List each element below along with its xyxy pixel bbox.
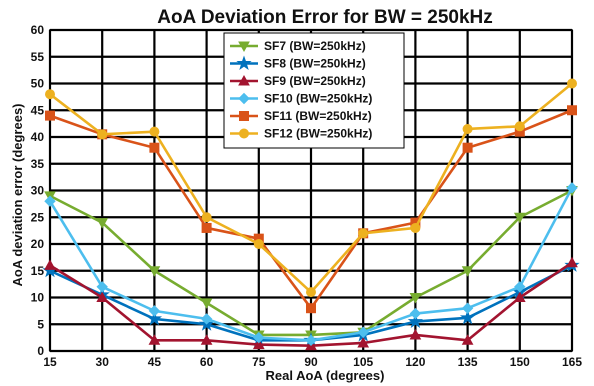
x-tick-label: 15: [43, 355, 57, 369]
data-point: [96, 218, 109, 229]
data-point: [148, 266, 161, 277]
legend-marker: [238, 41, 250, 53]
x-tick-label: 90: [304, 355, 318, 369]
legend-marker: [238, 92, 250, 105]
data-point: [201, 212, 212, 223]
legend-label: SF8 (BW=250kHz): [264, 57, 366, 71]
data-point: [96, 291, 109, 302]
x-tick-label: 165: [562, 355, 582, 369]
data-point: [357, 336, 370, 348]
data-point: [253, 239, 264, 249]
data-point: [566, 256, 578, 268]
data-point: [146, 310, 163, 326]
data-point: [45, 89, 55, 100]
data-point: [410, 222, 421, 233]
data-point: [409, 328, 422, 340]
x-tick-label: 150: [510, 355, 530, 369]
y-tick-label: 5: [37, 317, 44, 331]
x-tick-label: 30: [96, 355, 110, 369]
y-tick-label: 0: [37, 344, 44, 358]
data-point: [306, 287, 316, 298]
legend-marker: [236, 55, 252, 70]
data-point: [567, 78, 577, 89]
legend: SF7 (BW=250kHz) SF8 (BW=250kHz) SF9 (BW=25…: [223, 32, 405, 149]
y-tick-label: 40: [31, 130, 45, 144]
y-tick-label: 55: [31, 50, 45, 64]
x-tick-label: 120: [405, 355, 425, 369]
legend-label: SF12 (BW=250kHz): [264, 127, 372, 141]
data-point: [462, 123, 473, 134]
data-point: [97, 129, 108, 140]
x-tick-label: 75: [252, 355, 266, 369]
data-point: [567, 105, 577, 116]
legend-marker: [238, 74, 250, 86]
data-point: [462, 142, 473, 153]
y-tick-label: 10: [31, 291, 45, 305]
x-tick-label: 105: [353, 355, 373, 369]
legend-label: SF9 (BW=250kHz): [264, 74, 366, 88]
data-point: [358, 228, 369, 239]
y-tick-label: 25: [31, 210, 45, 224]
data-point: [252, 338, 265, 350]
data-point: [149, 142, 160, 153]
y-axis-label: AoA deviation error (degrees): [10, 103, 25, 286]
legend-label: SF10 (BW=250kHz): [264, 92, 372, 106]
data-point: [44, 195, 56, 207]
tick-labels: 15 30 45 60 75 90 105 120 135 150 165 0 5 10 15 20 25 30 3…: [31, 23, 583, 369]
data-point: [200, 313, 213, 325]
data-point: [514, 121, 525, 132]
data-point: [357, 326, 369, 338]
y-tick-label: 20: [31, 237, 45, 251]
data-point: [149, 126, 160, 137]
legend-marker: [239, 128, 249, 139]
x-tick-label: 135: [458, 355, 478, 369]
x-tick-label: 60: [200, 355, 214, 369]
data-point: [305, 334, 317, 347]
data-point: [306, 303, 316, 314]
data-point: [461, 334, 474, 345]
x-axis-label: Real AoA (degrees): [266, 368, 385, 383]
data-point: [513, 212, 526, 224]
data-point: [201, 222, 212, 233]
y-tick-label: 30: [31, 184, 45, 198]
data-point: [45, 110, 55, 121]
y-tick-label: 60: [31, 23, 45, 37]
chart-title: AoA Deviation Error for BW = 250kHz: [157, 7, 493, 28]
data-point: [200, 298, 213, 309]
y-tick-label: 45: [31, 103, 45, 117]
data-point: [148, 334, 161, 345]
legend-marker: [239, 111, 249, 121]
y-tick-label: 50: [31, 77, 45, 91]
data-point: [44, 259, 56, 270]
data-point: [459, 309, 476, 325]
data-point: [409, 307, 422, 320]
data-point: [409, 293, 422, 304]
x-tick-label: 45: [148, 355, 162, 369]
series-sf12: [45, 78, 577, 298]
data-point: [513, 291, 526, 302]
legend-box: [223, 32, 405, 149]
series-lines: [42, 78, 580, 351]
data-point: [407, 313, 424, 329]
data-point: [514, 281, 526, 293]
data-point: [148, 305, 161, 317]
data-point: [566, 182, 578, 194]
data-point: [461, 266, 474, 277]
y-tick-label: 35: [31, 157, 45, 171]
series-sf10: [44, 182, 578, 347]
data-point: [96, 281, 108, 293]
y-tick-label: 15: [31, 264, 45, 278]
data-point: [253, 331, 265, 344]
legend-label: SF7 (BW=250kHz): [264, 39, 366, 53]
data-point: [461, 302, 474, 314]
data-point: [200, 334, 213, 345]
legend-label: SF11 (BW=250kHz): [264, 109, 372, 123]
